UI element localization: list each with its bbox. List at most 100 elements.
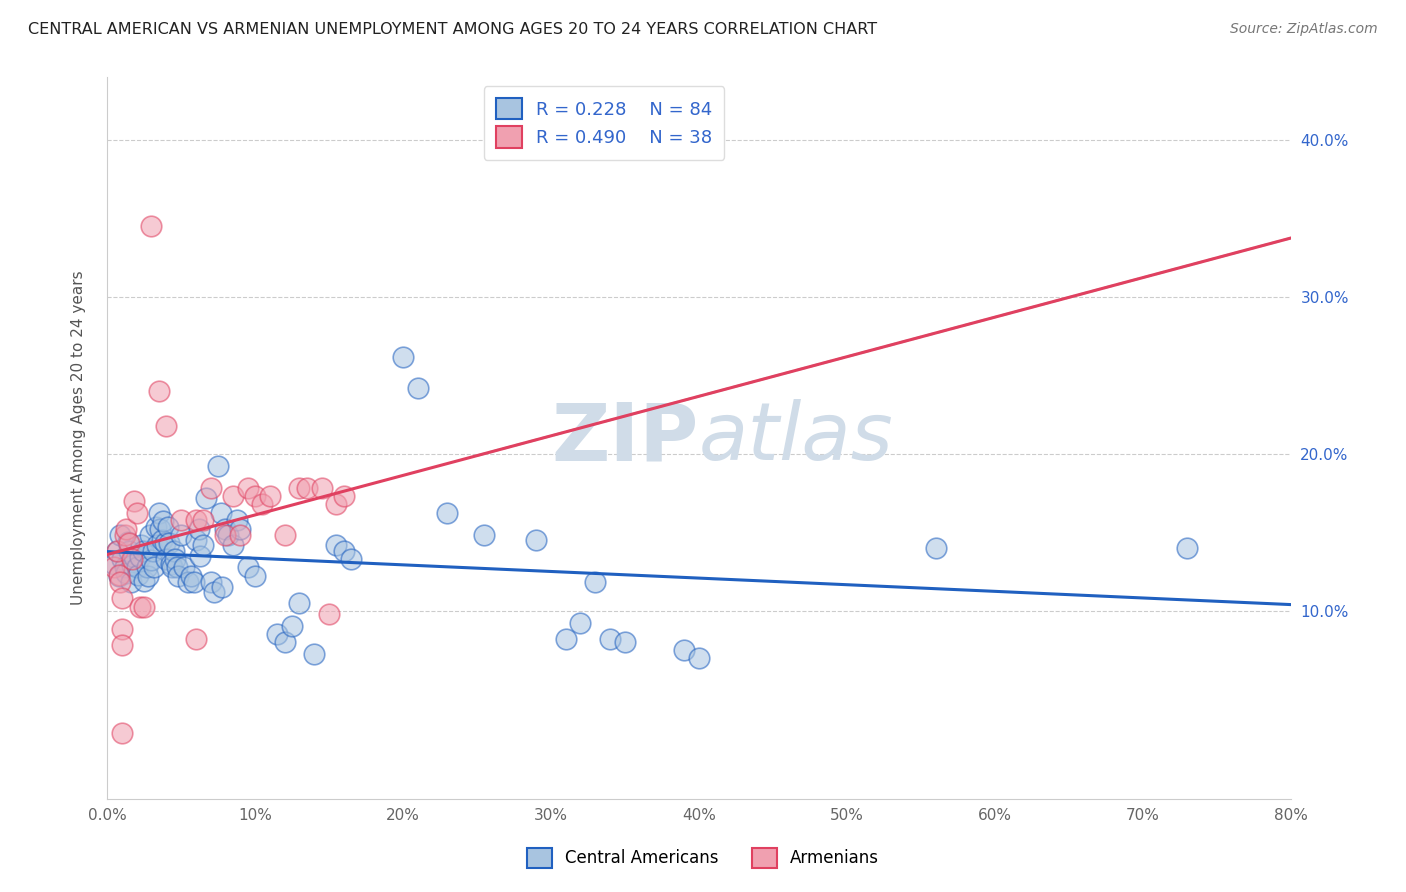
Legend: Central Americans, Armenians: Central Americans, Armenians: [520, 841, 886, 875]
Point: [120, 575, 142, 590]
Point: [170, 528, 193, 542]
Point: [184, 513, 207, 527]
Point: [117, 534, 139, 549]
Point: [583, 575, 606, 590]
Point: [524, 533, 547, 547]
Point: [153, 536, 176, 550]
Point: [146, 538, 169, 552]
Point: [111, 726, 134, 740]
Point: [150, 533, 173, 547]
Point: [311, 481, 333, 495]
Text: atlas: atlas: [699, 399, 894, 477]
Point: [406, 381, 429, 395]
Point: [180, 569, 202, 583]
Point: [145, 520, 167, 534]
Point: [156, 520, 179, 534]
Point: [673, 642, 696, 657]
Point: [236, 481, 259, 495]
Point: [128, 600, 150, 615]
Point: [110, 575, 132, 590]
Point: [125, 507, 148, 521]
Point: [273, 635, 295, 649]
Point: [207, 459, 229, 474]
Point: [111, 591, 134, 605]
Point: [325, 497, 347, 511]
Point: [569, 616, 592, 631]
Point: [142, 544, 165, 558]
Point: [149, 522, 172, 536]
Point: [214, 528, 236, 542]
Point: [111, 623, 134, 637]
Point: [111, 638, 134, 652]
Point: [554, 632, 576, 646]
Point: [195, 491, 218, 505]
Point: [148, 384, 170, 398]
Point: [108, 569, 131, 583]
Point: [166, 559, 188, 574]
Point: [184, 632, 207, 646]
Point: [159, 557, 181, 571]
Point: [226, 513, 249, 527]
Point: [122, 550, 145, 565]
Point: [121, 552, 143, 566]
Point: [217, 528, 239, 542]
Point: [214, 522, 236, 536]
Point: [200, 575, 222, 590]
Point: [167, 569, 190, 583]
Point: [160, 559, 183, 574]
Point: [148, 507, 170, 521]
Point: [136, 559, 159, 574]
Point: [127, 567, 149, 582]
Point: [288, 596, 311, 610]
Point: [599, 632, 621, 646]
Point: [165, 552, 187, 566]
Point: [103, 557, 125, 571]
Point: [115, 566, 138, 580]
Point: [193, 538, 215, 552]
Point: [122, 493, 145, 508]
Point: [177, 575, 200, 590]
Point: [115, 522, 138, 536]
Point: [132, 600, 155, 615]
Point: [143, 559, 166, 574]
Point: [243, 569, 266, 583]
Point: [155, 418, 177, 433]
Point: [114, 559, 136, 574]
Point: [125, 559, 148, 574]
Point: [392, 350, 415, 364]
Point: [138, 569, 160, 583]
Point: [222, 489, 245, 503]
Point: [229, 522, 252, 536]
Point: [252, 497, 274, 511]
Point: [118, 544, 141, 558]
Point: [184, 533, 207, 547]
Point: [110, 528, 132, 542]
Point: [924, 541, 946, 555]
Point: [688, 650, 710, 665]
Point: [163, 544, 186, 558]
Point: [170, 513, 193, 527]
Point: [1175, 541, 1198, 555]
Point: [152, 514, 174, 528]
Point: [200, 481, 222, 495]
Point: [129, 538, 152, 552]
Point: [259, 489, 281, 503]
Text: CENTRAL AMERICAN VS ARMENIAN UNEMPLOYMENT AMONG AGES 20 TO 24 YEARS CORRELATION : CENTRAL AMERICAN VS ARMENIAN UNEMPLOYMEN…: [28, 22, 877, 37]
Point: [472, 528, 495, 542]
Point: [139, 528, 162, 542]
Point: [273, 528, 295, 542]
Point: [121, 558, 143, 573]
Legend: R = 0.228    N = 84, R = 0.490    N = 38: R = 0.228 N = 84, R = 0.490 N = 38: [484, 87, 724, 160]
Point: [193, 513, 215, 527]
Point: [318, 607, 340, 621]
Y-axis label: Unemployment Among Ages 20 to 24 years: Unemployment Among Ages 20 to 24 years: [72, 271, 86, 606]
Point: [236, 559, 259, 574]
Point: [188, 549, 211, 563]
Point: [114, 528, 136, 542]
Point: [187, 522, 209, 536]
Point: [211, 580, 233, 594]
Point: [132, 574, 155, 588]
Text: ZIP: ZIP: [551, 399, 699, 477]
Point: [340, 552, 363, 566]
Point: [295, 481, 318, 495]
